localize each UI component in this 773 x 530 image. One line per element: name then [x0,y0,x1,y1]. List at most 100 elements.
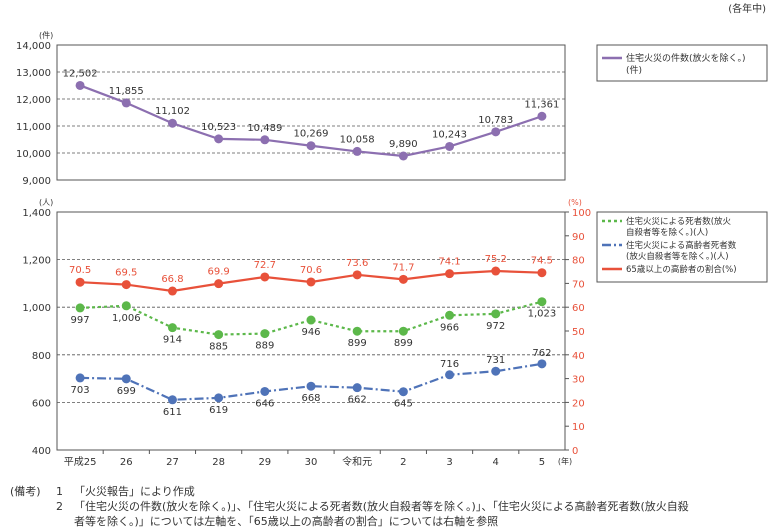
notes: (備考) 1 「火災報告」により作成 2 「住宅火災の件数(放火を除く。)」、「住宅火… [10,484,689,529]
x-tick-label: 平成25 [64,456,97,468]
legend-text-0: 住宅火災による死者数(放火 [626,216,732,227]
fires-point [260,135,270,145]
x-tick-label: 3 [446,457,452,468]
series-1-data-label: 703 [71,385,90,396]
series-1-point [214,393,224,403]
fires-point [537,111,547,121]
fires-data-label: 10,058 [340,134,375,145]
series-0-point [352,326,362,336]
deaths-y-tick-label: 600 [32,398,51,409]
fires-data-label: 11,361 [524,99,559,110]
fires-data-label: 12,502 [63,68,98,79]
note-text-1: 「火災報告」により作成 [74,485,195,498]
deaths-y-tick-label: 800 [32,351,51,362]
series-1-line [80,362,543,401]
series-0-point [491,309,501,319]
fires-data-label: 10,269 [294,129,329,140]
deaths-legend-box [596,211,768,283]
fires-y-tick-label: 12,000 [16,95,51,106]
series-0-data-label: 946 [301,327,320,338]
series-1-point [75,373,85,383]
series-1-point [260,386,270,396]
deaths-y-tick-label: 1,400 [22,208,51,219]
series-0-point [260,329,270,339]
series-2-data-label: 70.5 [69,265,91,276]
series-1-data-label: 645 [394,399,413,410]
series-0-point [214,330,224,340]
series-2-data-label: 69.5 [115,268,137,279]
series-1-data-label: 619 [209,405,228,416]
series-0-point [167,323,177,333]
fires-point [352,146,362,156]
ratio-y-tick-label: 70 [572,279,585,290]
x-axis: 平成25 26 27 28 29 30 令和元 2 3 4 5 (年) [64,450,572,468]
x-tick-label: 令和元 [342,455,372,468]
deaths-y-tick-label: 400 [32,446,51,457]
series-1-data-label: 731 [486,355,505,366]
series-2-data-label: 73.6 [346,258,368,269]
fires-panel: 9,000 10,000 11,000 12,000 13,000 14,000(件) 12… [16,30,566,187]
series-1-data-label: 716 [440,359,459,370]
series-0-data-label: 914 [163,335,182,346]
note-row-1: (備考) 1 「火災報告」により作成 [10,484,689,499]
series-2-data-label: 74.1 [438,257,460,268]
series-1-point [306,381,316,391]
series-1-point [491,366,501,376]
series-1-data-label: 668 [301,393,320,404]
fires-point [75,80,85,90]
note-text-2: 「住宅火災の件数(放火を除く。)」、「住宅火災による死者数(放火自殺者等を除く。… [74,500,689,513]
fires-data-label: 11,855 [109,86,144,97]
fires-y-tick-label: 9,000 [22,176,51,187]
chart-svg: (各年中) 9,000 10,000 11,000 12,000 13,000 14,00… [16,2,768,468]
note-row-3: 者等を除く。)」については左軸を、「65歳以上の高齢者の割合」については右軸を参… [10,514,689,529]
unit-note: (各年中) [728,2,766,15]
series-2-point [537,268,547,278]
series-0-data-label: 1,023 [528,309,557,320]
series-2-point [121,280,131,290]
fires-point [398,151,408,161]
x-tick-label: 5 [539,457,545,468]
ratio-y-tick-label: 40 [572,351,585,362]
legend-text-1: 住宅火災による高齢者死者数 [626,240,737,251]
fires-data-label: 10,243 [432,129,467,140]
fires-point [121,98,131,108]
series-2-data-label: 69.9 [208,267,230,278]
series-1-data-label: 662 [348,395,367,406]
fires-plot-frame [56,44,566,181]
x-unit: (年) [558,456,572,466]
fires-legend-text: (件) [626,64,642,76]
series-2-point [260,272,270,282]
series-2-point [167,286,177,296]
ratio-y-tick-label: 0 [572,446,578,457]
series-2-point [445,269,455,279]
series-0-data-label: 885 [209,342,228,353]
ratio-y-tick-label: 90 [572,232,585,243]
series-2-data-label: 72.7 [254,260,276,271]
x-tick-label: 4 [493,457,499,468]
series-0-data-label: 966 [440,322,459,333]
ratio-y-unit: (%) [568,198,582,207]
note-num-1: 1 [56,485,63,498]
fires-point [445,141,455,151]
series-1-point [537,359,547,369]
series-2-point [306,277,316,287]
series-0-point [537,297,547,307]
series-1-point [121,374,131,384]
fires-data-label: 10,523 [201,122,236,133]
series-0-point [398,326,408,336]
series-0-point [445,310,455,320]
legend-text-2: 65歳以上の高齢者の割合(%) [626,264,737,275]
series-1-data-label: 646 [255,398,274,409]
series-1-data-label: 762 [532,348,551,359]
series-0-data-label: 899 [394,338,413,349]
series-2-data-label: 66.8 [161,274,183,285]
fires-legend-box [596,44,768,82]
fires-legend-text: 住宅火災の件数(放火を除く。) [626,52,746,64]
legend-text-0: 自殺者等を除く。)(人) [626,227,708,238]
series-2-data-label: 75.2 [485,254,507,265]
fires-point [306,141,316,151]
x-tick-label: 2 [400,457,406,468]
series-2-data-label: 74.5 [531,256,553,267]
fires-point [491,127,501,137]
x-tick-label: 29 [258,457,271,468]
